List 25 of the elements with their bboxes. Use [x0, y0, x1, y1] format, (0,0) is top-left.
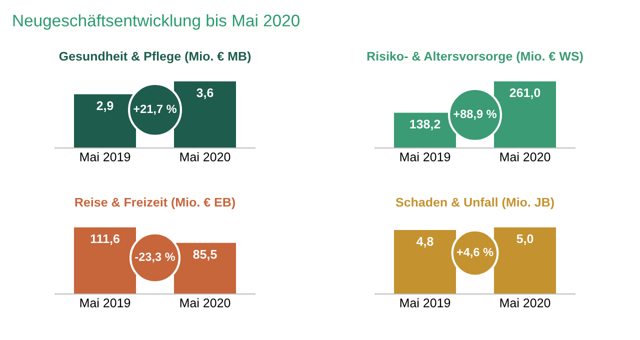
data-label: 3,6 [196, 88, 214, 99]
data-label: 4,8 [416, 236, 434, 248]
data-label: 85,5 [193, 250, 217, 261]
data-label: 111,6 [90, 234, 120, 245]
text: Neugeschäftsentwicklung bis Mai 2020 [13, 14, 300, 30]
data-label: 2,9 [96, 101, 114, 112]
chart-title: Schaden & Unfall (Mio. JB) [396, 197, 554, 210]
x-tick-label: Mai 2020 [500, 152, 550, 162]
x-tick-label: Mai 2019 [80, 152, 130, 162]
x-tick-label: Mai 2019 [400, 298, 450, 308]
x-tick-label: Mai 2020 [180, 298, 230, 308]
annotation: +21,7 % [134, 104, 177, 115]
x-tick-label: Mai 2019 [400, 152, 450, 162]
annotation: +4,6 % [456, 248, 494, 258]
data-label: 261,0 [510, 88, 540, 99]
x-tick-label: Mai 2020 [500, 298, 550, 308]
annotation: -23,3 % [135, 252, 176, 263]
data-label: 5,0 [516, 234, 534, 245]
x-tick-label: Mai 2019 [80, 298, 130, 308]
chart-title: Risiko- & Altersvorsorge (Mio. € WS) [367, 51, 583, 64]
x-tick-label: Mai 2020 [180, 152, 230, 162]
chart-title: Reise & Freizeit (Mio. € EB) [75, 197, 235, 210]
annotation: +88,9 % [454, 110, 497, 120]
chart-title: Gesundheit & Pflege (Mio. € MB) [59, 51, 251, 64]
data-label: 138,2 [410, 120, 440, 130]
